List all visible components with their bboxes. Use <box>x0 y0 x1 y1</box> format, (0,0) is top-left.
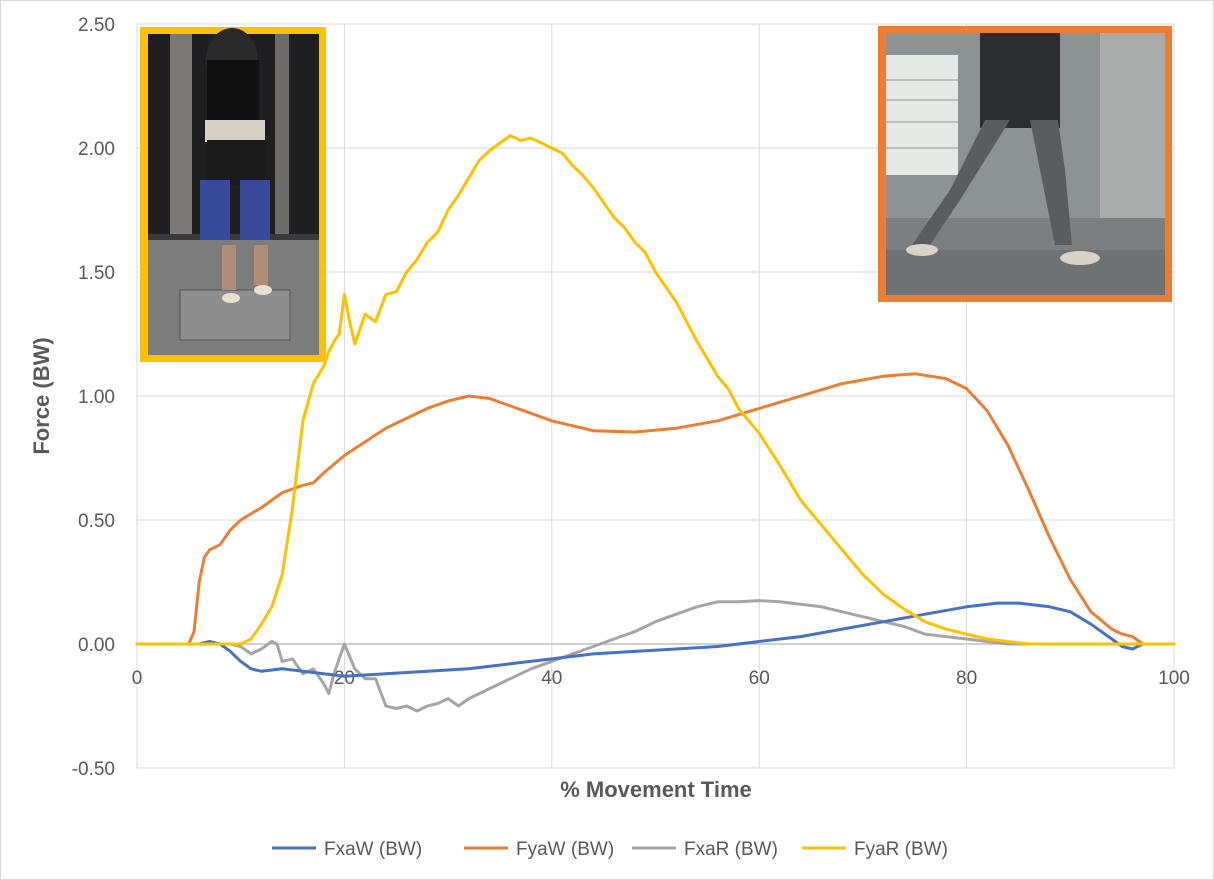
x-tick-label: 40 <box>541 668 562 689</box>
y-tick-label: 0.00 <box>78 635 115 656</box>
legend-label: FxaW (BW) <box>324 839 422 860</box>
x-tick-label: 60 <box>749 668 770 689</box>
y-tick-label: 1.50 <box>78 263 115 284</box>
y-tick-labels: -0.50 0.00 0.50 1.00 1.50 2.00 2.50 <box>72 15 115 780</box>
series-line-fxar <box>135 599 1176 713</box>
y-tick-label: 2.00 <box>78 139 115 160</box>
inset-photo-frontal <box>140 27 326 362</box>
legend-label: FxaR (BW) <box>684 839 778 860</box>
x-tick-label: 80 <box>956 668 977 689</box>
inset-photo-sagittal <box>878 26 1172 302</box>
y-tick-label: -0.50 <box>72 759 115 780</box>
series-line-fyar <box>135 134 1176 646</box>
series-line-fxaw <box>135 601 1176 678</box>
x-tick-label: 0 <box>132 668 143 689</box>
x-axis-title: % Movement Time <box>560 777 752 802</box>
y-tick-label: 1.00 <box>78 387 115 408</box>
legend-label: FyaR (BW) <box>854 839 948 860</box>
series-lines <box>135 134 1176 713</box>
x-tick-label: 100 <box>1158 668 1190 689</box>
x-tick-label: 20 <box>334 668 355 689</box>
x-tick-labels: 0 20 40 60 80 100 <box>132 668 1190 689</box>
plot-area-border <box>136 23 1175 769</box>
legend-label: FyaW (BW) <box>516 839 614 860</box>
legend: FxaW (BW) FyaW (BW) FxaR (BW) FyaR (BW) <box>272 839 948 860</box>
y-axis-title: Force (BW) <box>29 337 54 454</box>
series-line-fyaw <box>135 372 1176 646</box>
y-tick-label: 2.50 <box>78 15 115 36</box>
y-tick-label: 0.50 <box>78 511 115 532</box>
